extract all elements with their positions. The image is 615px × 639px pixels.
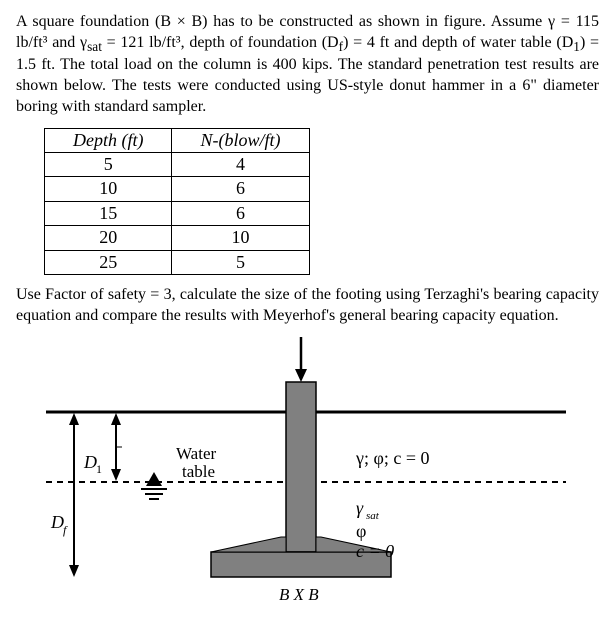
- col-n-header: N-(blow/ft): [172, 128, 309, 152]
- cell-n: 4: [172, 153, 309, 177]
- gamma-sat-sub: sat: [366, 510, 380, 522]
- p1-text-c: ) = 4 ft and depth of water table (D: [343, 34, 573, 51]
- p1-text-b: = 121 lb/ft³, depth of foundation (D: [102, 34, 339, 51]
- cell-n: 6: [172, 177, 309, 201]
- col-depth-header: Depth (ft): [45, 128, 172, 152]
- problem-paragraph-1: A square foundation (B × B) has to be co…: [16, 12, 599, 118]
- cell-depth: 15: [45, 201, 172, 225]
- table-header-row: Depth (ft) N-(blow/ft): [45, 128, 310, 152]
- c-zero-label: c = 0: [356, 541, 394, 561]
- load-arrow-icon: [295, 337, 307, 382]
- col-n-header-rest: -(blow/ft): [213, 130, 281, 150]
- cell-n: 10: [172, 226, 309, 250]
- df-dimension: D f: [50, 413, 79, 577]
- p1-sub-1: 1: [573, 39, 580, 54]
- d1-sub: 1: [96, 462, 102, 476]
- cell-depth: 25: [45, 250, 172, 274]
- df-label: D: [50, 512, 64, 532]
- cell-depth: 20: [45, 226, 172, 250]
- df-sub: f: [63, 523, 68, 537]
- table-row: 25 5: [45, 250, 310, 274]
- table-row: 15 6: [45, 201, 310, 225]
- cell-n: 5: [172, 250, 309, 274]
- soil-params-above: γ; φ; c = 0: [355, 448, 430, 468]
- cell-depth: 10: [45, 177, 172, 201]
- table-row: 20 10: [45, 226, 310, 250]
- gamma-sat-symbol: γ: [356, 498, 364, 518]
- table-row: 10 6: [45, 177, 310, 201]
- table-row: 5 4: [45, 153, 310, 177]
- water-label-1: Water: [176, 444, 216, 463]
- problem-paragraph-2: Use Factor of safety = 3, calculate the …: [16, 285, 599, 327]
- p1-sub-sat: sat: [87, 39, 102, 54]
- water-label-2: table: [182, 462, 215, 481]
- bxb-label: B X B: [279, 585, 319, 604]
- water-table-icon: [141, 472, 167, 499]
- d1-dimension: D 1: [83, 413, 122, 481]
- foundation-diagram: D 1 D f Water table γ; φ; c = 0 γ sat φ …: [26, 337, 599, 614]
- cell-n: 6: [172, 201, 309, 225]
- col-n-header-italic: N: [200, 130, 212, 150]
- d1-label: D: [83, 452, 97, 472]
- spt-table: Depth (ft) N-(blow/ft) 5 4 10 6 15 6 20 …: [44, 128, 310, 275]
- cell-depth: 5: [45, 153, 172, 177]
- phi-symbol: φ: [356, 521, 366, 541]
